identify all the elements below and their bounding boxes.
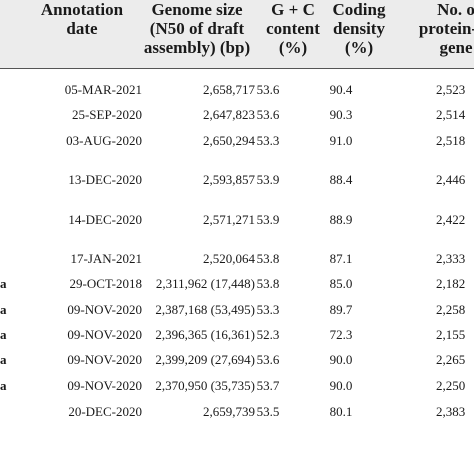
genome-size-cell: 2,396,365 (16,361) [155,327,255,342]
protein-genes-cell: 2,383 [436,404,466,419]
gc-content-cell: 53.5 [256,404,280,419]
annotation-date-cell: 29-OCT-2018 [69,276,142,291]
coding-density-cell: 90.4 [329,82,353,97]
row-footnote-mark: a [0,327,7,342]
row-footnote-mark: a [0,378,7,393]
protein-genes-cell: 2,333 [436,251,466,266]
header-annotation-date: Annotation date [40,0,124,38]
header-protein-genes: No. o protein-co gene [418,0,474,57]
protein-genes-cell: 2,250 [436,378,466,393]
coding-density-cell: 91.0 [329,133,353,148]
genome-size-cell: 2,399,209 (27,694) [155,352,255,367]
gc-content-cell: 53.3 [256,133,280,148]
gc-content-cell: 53.7 [256,378,280,393]
genome-size-cell: 2,520,064 [203,251,255,266]
annotation-date-cell: 09-NOV-2020 [67,378,142,393]
coding-density-cell: 90.0 [329,352,353,367]
coding-density-cell: 89.7 [329,302,353,317]
protein-genes-cell: 2,258 [436,302,466,317]
protein-genes-cell: 2,182 [436,276,466,291]
annotation-date-cell: 09-NOV-2020 [67,327,142,342]
annotation-date-cell: 20-DEC-2020 [68,404,142,419]
gc-content-cell: 53.6 [256,82,280,97]
protein-genes-cell: 2,422 [436,212,466,227]
coding-density-cell: 80.1 [329,404,353,419]
annotation-date-cell: 05-MAR-2021 [64,82,142,97]
protein-genes-cell: 2,155 [436,327,466,342]
gc-content-cell: 53.6 [256,352,280,367]
annotation-date-cell: 14-DEC-2020 [68,212,142,227]
header-gc-content: G + C content (%) [266,0,320,57]
annotation-date-cell: 13-DEC-2020 [68,172,142,187]
genome-size-cell: 2,650,294 [203,133,255,148]
header-genome-size: Genome size (N50 of draft assembly) (bp) [143,0,251,57]
header-rule [0,68,474,69]
coding-density-cell: 72.3 [329,327,353,342]
table-header: Annotation date Genome size (N50 of draf… [0,0,474,68]
genome-size-cell: 2,370,950 (35,735) [155,378,255,393]
row-footnote-mark: a [0,302,7,317]
protein-genes-cell: 2,265 [436,352,466,367]
genome-size-cell: 2,571,271 [203,212,255,227]
header-coding-density: Coding density (%) [332,0,386,57]
gc-content-cell: 53.3 [256,302,280,317]
annotation-date-cell: 09-NOV-2020 [67,302,142,317]
genome-size-cell: 2,647,823 [203,107,255,122]
genome-size-cell: 2,658,717 [203,82,255,97]
row-footnote-mark: a [0,352,7,367]
coding-density-cell: 88.4 [329,172,353,187]
annotation-date-cell: 17-JAN-2021 [70,251,143,266]
genome-size-cell: 2,387,168 (53,495) [155,302,255,317]
coding-density-cell: 90.3 [329,107,353,122]
coding-density-cell: 87.1 [329,251,353,266]
coding-density-cell: 85.0 [329,276,353,291]
annotation-date-cell: 03-AUG-2020 [66,133,142,148]
gc-content-cell: 53.9 [256,172,280,187]
protein-genes-cell: 2,523 [436,82,466,97]
gc-content-cell: 52.3 [256,327,280,342]
genome-size-cell: 2,311,962 (17,448) [155,276,255,291]
protein-genes-cell: 2,518 [436,133,466,148]
gc-content-cell: 53.9 [256,212,280,227]
genome-size-cell: 2,659,739 [203,404,255,419]
coding-density-cell: 90.0 [329,378,353,393]
annotation-date-cell: 25-SEP-2020 [71,107,142,122]
genome-size-cell: 2,593,857 [203,172,255,187]
gc-content-cell: 53.8 [256,276,280,291]
gc-content-cell: 53.6 [256,107,280,122]
protein-genes-cell: 2,446 [436,172,466,187]
annotation-date-cell: 09-NOV-2020 [67,352,142,367]
row-footnote-mark: a [0,276,7,291]
coding-density-cell: 88.9 [329,212,353,227]
gc-content-cell: 53.8 [256,251,280,266]
protein-genes-cell: 2,514 [436,107,466,122]
